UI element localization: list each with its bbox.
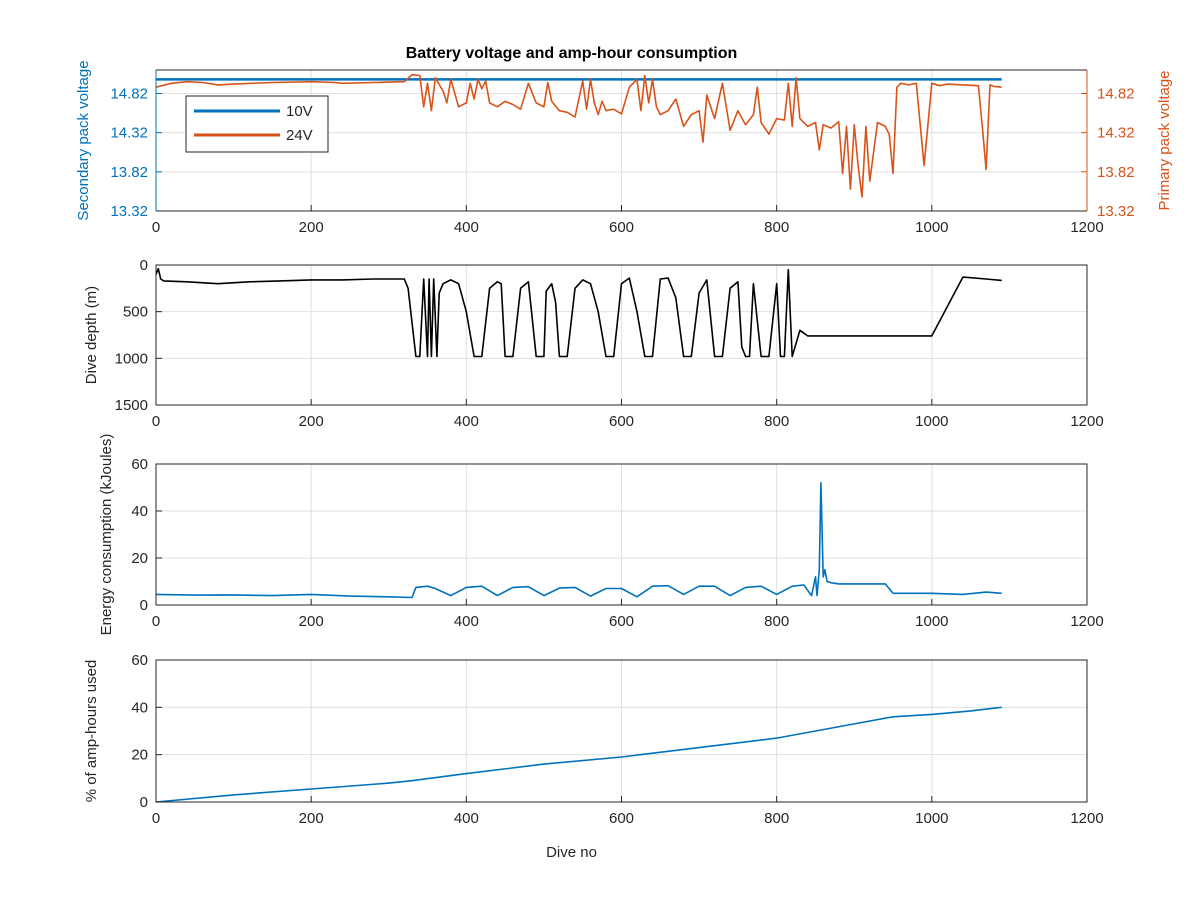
y-right-tick-label: 13.32 [1097,203,1135,220]
axes-box [155,463,1088,606]
x-tick-label: 1200 [1070,413,1103,430]
y-tick-label: 40 [131,699,148,716]
x-tick-label: 1200 [1070,219,1103,236]
series-line-24v [155,73,1002,198]
x-tick-label: 1000 [915,810,948,827]
x-tick-label: 0 [152,613,160,630]
y-tick-label: 14.82 [110,86,148,103]
x-tick-label: 800 [764,810,789,827]
chart-panel-2: 0 200 400 600 800 1000 1200 0 500 1000 1500 Dive de… [83,257,1104,430]
y-axis-label: Energy consumption (kJoules) [98,434,115,636]
chart-title: Battery voltage and amp-hour consumption [406,45,738,62]
axes-box [155,264,1088,406]
y-tick-label: 60 [131,652,148,669]
x-tick-label: 1000 [915,613,948,630]
chart-panel-4: 0 200 400 600 800 1000 1200 0 20 40 60 Dive no % of … [83,652,1104,861]
y-tick-label: 1500 [115,397,148,414]
y-axis-label-right: Primary pack voltage [1156,70,1173,210]
x-tick-label: 1200 [1070,810,1103,827]
y-axis-label: Dive depth (m) [83,286,100,384]
x-tick-label: 0 [152,413,160,430]
y-tick-label: 13.82 [110,164,148,181]
x-tick-label: 600 [609,413,634,430]
series-line-1 [155,481,1002,599]
y-tick-label: 1000 [115,350,148,367]
y-right-tick-label: 14.82 [1097,86,1135,103]
y-tick-label: 60 [131,456,148,473]
y-tick-label: 13.32 [110,203,148,220]
y-tick-label: 20 [131,550,148,567]
x-tick-label: 200 [299,219,324,236]
x-tick-label: 800 [764,413,789,430]
x-tick-label: 800 [764,613,789,630]
x-tick-label: 200 [299,810,324,827]
chart-panel-3: 0 200 400 600 800 1000 1200 0 20 40 60 Energy consu… [98,434,1104,636]
legend-label-10v: 10V [286,103,313,120]
series-line-1 [155,267,1002,358]
x-tick-label: 200 [299,413,324,430]
x-tick-label: 800 [764,219,789,236]
y-tick-label: 0 [140,794,148,811]
legend-box [185,95,329,153]
legend-label-24v: 24V [286,127,313,144]
x-tick-label: 400 [454,413,479,430]
x-tick-label: 1200 [1070,613,1103,630]
x-tick-label: 600 [609,219,634,236]
x-tick-label: 0 [152,219,160,236]
x-axis-label: Dive no [546,844,597,861]
axes-box [155,659,1088,803]
y-tick-label: 500 [123,304,148,321]
x-tick-label: 1000 [915,219,948,236]
y-right-tick-label: 13.82 [1097,164,1135,181]
x-tick-label: 1000 [915,413,948,430]
y-tick-label: 14.32 [110,125,148,142]
x-tick-label: 600 [609,613,634,630]
y-right-tick-label: 14.32 [1097,125,1135,142]
chart-panel-1: 0 200 400 600 800 1000 120013.3213.8214.3214.8… [75,45,1173,236]
y-tick-label: 40 [131,503,148,520]
x-tick-label: 600 [609,810,634,827]
y-tick-label: 0 [140,257,148,274]
y-tick-label: 20 [131,747,148,764]
y-axis-label: Secondary pack voltage [75,60,92,220]
x-tick-label: 400 [454,219,479,236]
series-line-1 [155,706,1002,803]
y-tick-label: 0 [140,597,148,614]
x-tick-label: 0 [152,810,160,827]
y-axis-label: % of amp-hours used [83,660,100,803]
x-tick-label: 400 [454,810,479,827]
x-tick-label: 400 [454,613,479,630]
x-tick-label: 200 [299,613,324,630]
